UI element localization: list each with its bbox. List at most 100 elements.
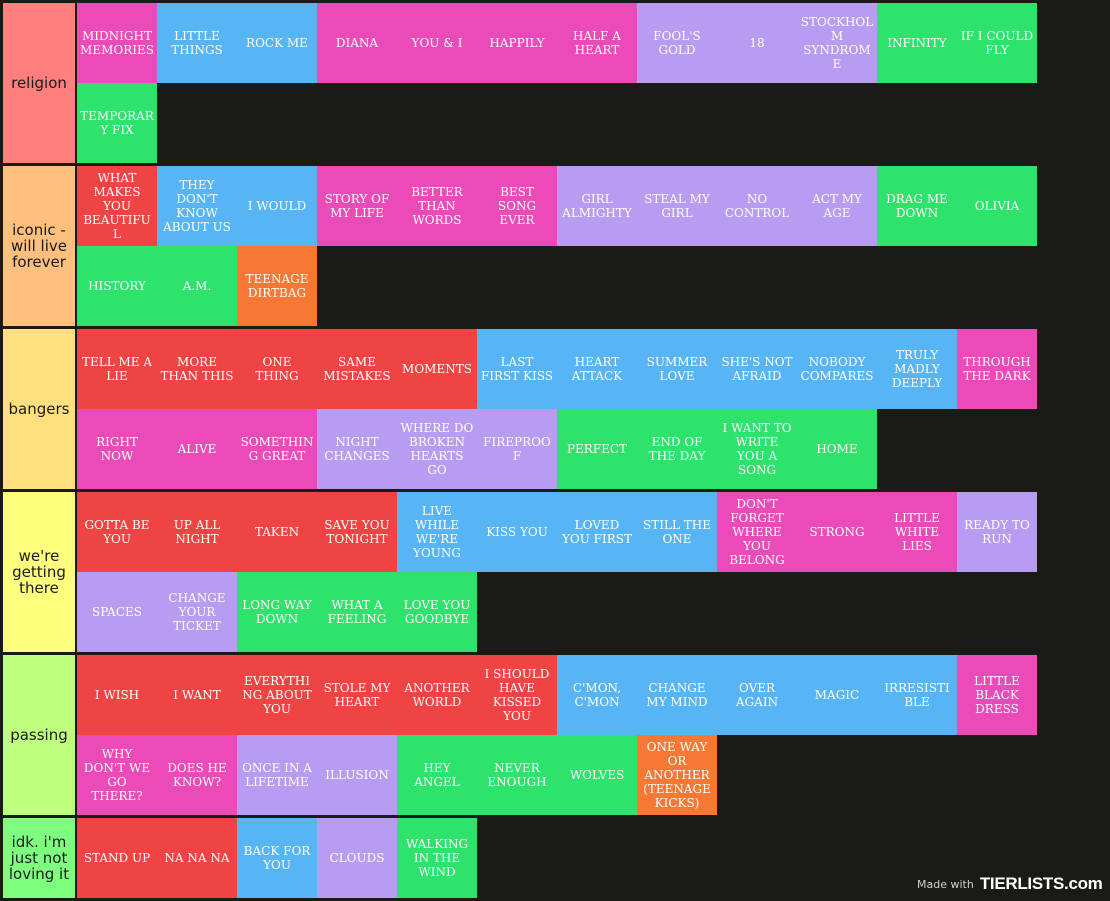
tier-item[interactable]: DON'T FORGET WHERE YOU BELONG: [717, 492, 797, 572]
tier-item[interactable]: HEART ATTACK: [557, 329, 637, 409]
tier-item[interactable]: I WOULD: [237, 166, 317, 246]
tier-item[interactable]: HAPPILY: [477, 3, 557, 83]
tier-item[interactable]: TEMPORARY FIX: [77, 83, 157, 163]
tier-item[interactable]: DRAG ME DOWN: [877, 166, 957, 246]
tier-item[interactable]: LOVED YOU FIRST: [557, 492, 637, 572]
tier-item[interactable]: STILL THE ONE: [637, 492, 717, 572]
tier-item[interactable]: TRULY MADLY DEEPLY: [877, 329, 957, 409]
tier-item[interactable]: NA NA NA: [157, 818, 237, 898]
tier-item[interactable]: HALF A HEART: [557, 3, 637, 83]
tier-item[interactable]: LITTLE BLACK DRESS: [957, 655, 1037, 735]
tier-item[interactable]: MIDNIGHT MEMORIES: [77, 3, 157, 83]
tier-item[interactable]: GIRL ALMIGHTY: [557, 166, 637, 246]
tier-item[interactable]: THROUGH THE DARK: [957, 329, 1037, 409]
tier-item[interactable]: HEY ANGEL: [397, 735, 477, 815]
tier-item[interactable]: LITTLE WHITE LIES: [877, 492, 957, 572]
tier-item[interactable]: HOME: [797, 409, 877, 489]
tier-item[interactable]: WHY DON'T WE GO THERE?: [77, 735, 157, 815]
tier-item[interactable]: LIVE WHILE WE'RE YOUNG: [397, 492, 477, 572]
tier-item[interactable]: LOVE YOU GOODBYE: [397, 572, 477, 652]
tier-item[interactable]: ONE THING: [237, 329, 317, 409]
tier-item[interactable]: THEY DON'T KNOW ABOUT US: [157, 166, 237, 246]
tier-item[interactable]: STOLE MY HEART: [317, 655, 397, 735]
tier-item[interactable]: MORE THAN THIS: [157, 329, 237, 409]
tier-item[interactable]: WALKING IN THE WIND: [397, 818, 477, 898]
tier-item[interactable]: TEENAGE DIRTBAG: [237, 246, 317, 326]
tier-label[interactable]: iconic - will live forever: [3, 166, 75, 326]
tier-item[interactable]: SHE'S NOT AFRAID: [717, 329, 797, 409]
tier-item[interactable]: LAST FIRST KISS: [477, 329, 557, 409]
tier-item[interactable]: READY TO RUN: [957, 492, 1037, 572]
tier-item[interactable]: SPACES: [77, 572, 157, 652]
tier-item[interactable]: IF I COULD FLY: [957, 3, 1037, 83]
tier-item[interactable]: CLOUDS: [317, 818, 397, 898]
tier-item[interactable]: ACT MY AGE: [797, 166, 877, 246]
tier-item[interactable]: MOMENTS: [397, 329, 477, 409]
watermark: Made with TIERLISTS.com: [909, 868, 1109, 900]
tier-item[interactable]: SAVE YOU TONIGHT: [317, 492, 397, 572]
tier-item[interactable]: ONE WAY OR ANOTHER (TEENAGE KICKS): [637, 735, 717, 815]
tier-item[interactable]: C'MON, C'MON: [557, 655, 637, 735]
tier-item[interactable]: STAND UP: [77, 818, 157, 898]
tier-item[interactable]: ANOTHER WORLD: [397, 655, 477, 735]
tier-item[interactable]: OVER AGAIN: [717, 655, 797, 735]
tier-item[interactable]: STORY OF MY LIFE: [317, 166, 397, 246]
tier-item[interactable]: SOMETHING GREAT: [237, 409, 317, 489]
tier-item[interactable]: HISTORY: [77, 246, 157, 326]
tier-item[interactable]: I WISH: [77, 655, 157, 735]
tier-item[interactable]: ONCE IN A LIFETIME: [237, 735, 317, 815]
tier-item[interactable]: WHAT A FEELING: [317, 572, 397, 652]
tier-item[interactable]: NIGHT CHANGES: [317, 409, 397, 489]
tier-item[interactable]: ILLUSION: [317, 735, 397, 815]
tier-item[interactable]: PERFECT: [557, 409, 637, 489]
tier-item[interactable]: FOOL'S GOLD: [637, 3, 717, 83]
tier-item[interactable]: YOU & I: [397, 3, 477, 83]
tier-item[interactable]: INFINITY: [877, 3, 957, 83]
tier-item[interactable]: BACK FOR YOU: [237, 818, 317, 898]
tier-item[interactable]: OLIVIA: [957, 166, 1037, 246]
tier-label[interactable]: we're getting there: [3, 492, 75, 652]
tier-item[interactable]: BETTER THAN WORDS: [397, 166, 477, 246]
tier-item[interactable]: FIREPROOF: [477, 409, 557, 489]
tier-item[interactable]: NEVER ENOUGH: [477, 735, 557, 815]
tier-item[interactable]: WHAT MAKES YOU BEAUTIFUL: [77, 166, 157, 246]
tier-item[interactable]: I SHOULD HAVE KISSED YOU: [477, 655, 557, 735]
tier-item[interactable]: BEST SONG EVER: [477, 166, 557, 246]
tier-items: WHAT MAKES YOU BEAUTIFUL THEY DON'T KNOW …: [77, 166, 1110, 326]
tier-item[interactable]: CHANGE YOUR TICKET: [157, 572, 237, 652]
tier-item[interactable]: KISS YOU: [477, 492, 557, 572]
tier-item[interactable]: I WANT: [157, 655, 237, 735]
tier-item[interactable]: WHERE DO BROKEN HEARTS GO: [397, 409, 477, 489]
tier-item[interactable]: TAKEN: [237, 492, 317, 572]
tier-item[interactable]: DOES HE KNOW?: [157, 735, 237, 815]
tier-item[interactable]: UP ALL NIGHT: [157, 492, 237, 572]
tier-item[interactable]: EVERYTHING ABOUT YOU: [237, 655, 317, 735]
tier-item[interactable]: STRONG: [797, 492, 877, 572]
tier-item[interactable]: TELL ME A LIE: [77, 329, 157, 409]
tier-item[interactable]: LONG WAY DOWN: [237, 572, 317, 652]
tier-label[interactable]: passing: [3, 655, 75, 815]
tier-item[interactable]: SAME MISTAKES: [317, 329, 397, 409]
tier-item[interactable]: WOLVES: [557, 735, 637, 815]
tier-item[interactable]: GOTTA BE YOU: [77, 492, 157, 572]
tier-item[interactable]: SUMMER LOVE: [637, 329, 717, 409]
tier-item[interactable]: NO CONTROL: [717, 166, 797, 246]
tier-label[interactable]: idk. i'm just not loving it: [3, 818, 75, 898]
tier-item[interactable]: END OF THE DAY: [637, 409, 717, 489]
tier-item[interactable]: NOBODY COMPARES: [797, 329, 877, 409]
tier-item[interactable]: MAGIC: [797, 655, 877, 735]
tier-item[interactable]: 18: [717, 3, 797, 83]
tier-item[interactable]: CHANGE MY MIND: [637, 655, 717, 735]
tier-item[interactable]: LITTLE THINGS: [157, 3, 237, 83]
tier-item[interactable]: STEAL MY GIRL: [637, 166, 717, 246]
tier-item[interactable]: ROCK ME: [237, 3, 317, 83]
tier-item[interactable]: I WANT TO WRITE YOU A SONG: [717, 409, 797, 489]
tier-item[interactable]: RIGHT NOW: [77, 409, 157, 489]
tier-item[interactable]: STOCKHOLM SYNDROME: [797, 3, 877, 83]
tier-item[interactable]: DIANA: [317, 3, 397, 83]
tier-label[interactable]: bangers: [3, 329, 75, 489]
tier-item[interactable]: ALIVE: [157, 409, 237, 489]
tier-item[interactable]: A.M.: [157, 246, 237, 326]
tier-label[interactable]: religion: [3, 3, 75, 163]
tier-item[interactable]: IRRESISTIBLE: [877, 655, 957, 735]
